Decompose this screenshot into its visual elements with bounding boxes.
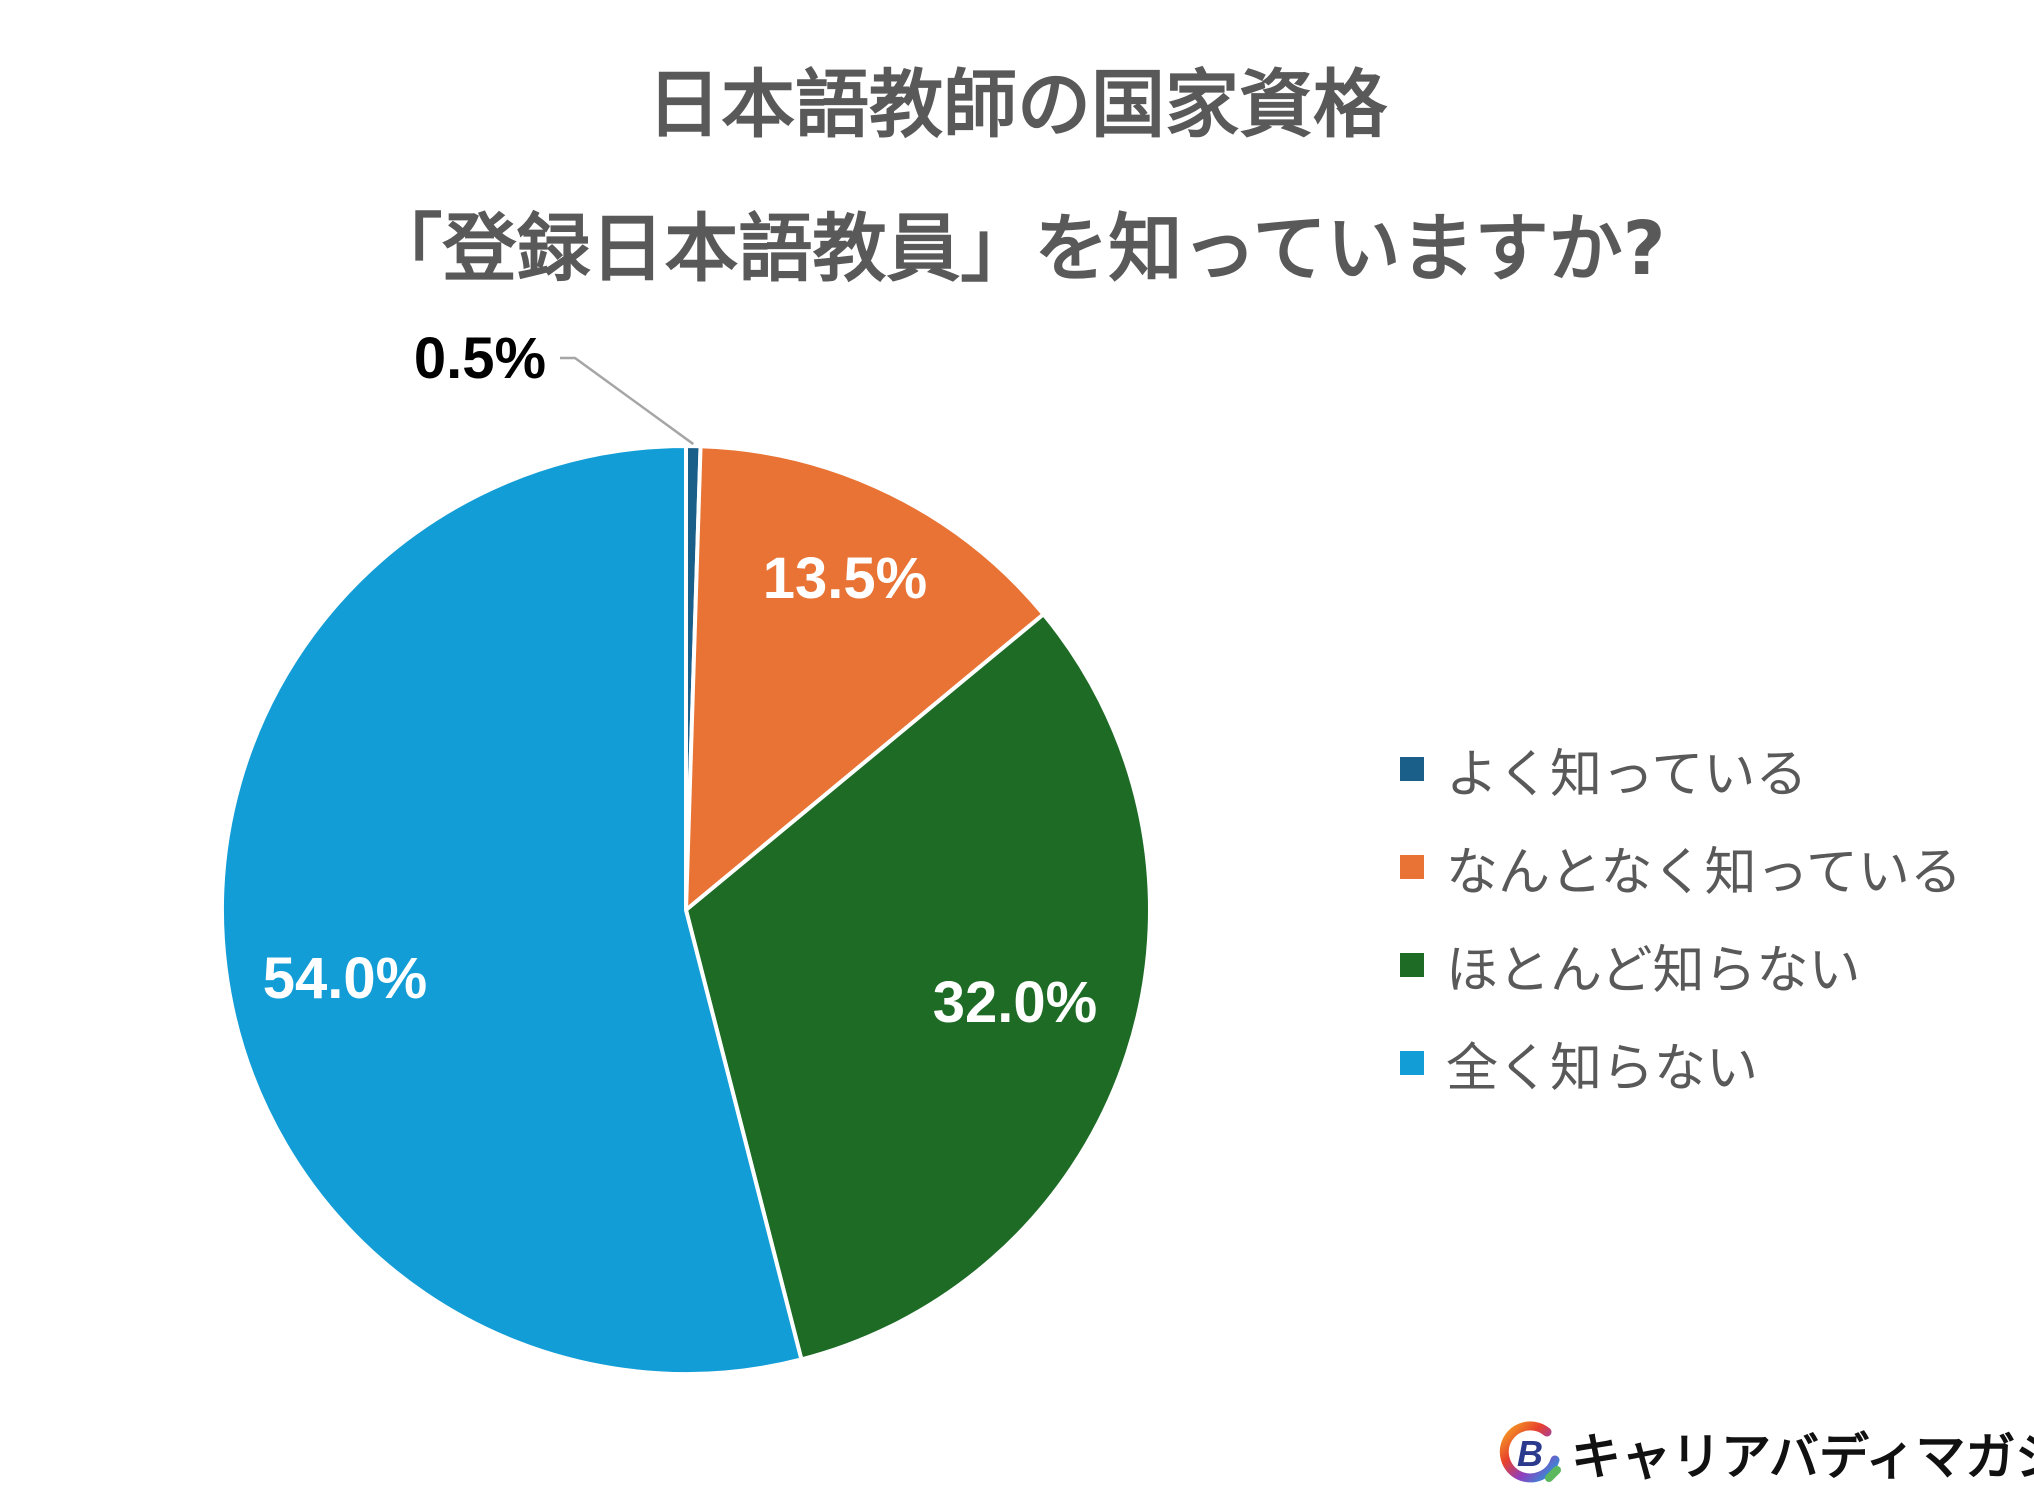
- legend-item: ほとんど知らない: [1400, 916, 1962, 1014]
- legend-item: よく知っている: [1400, 720, 1962, 818]
- legend-label: 全く知らない: [1446, 1038, 1759, 1099]
- legend-swatch: [1400, 953, 1424, 977]
- pie-slice: [684, 444, 1046, 912]
- legend-swatch: [1400, 1051, 1424, 1075]
- logo-letter: B: [1517, 1433, 1543, 1474]
- legend-item: 全く知らない: [1400, 1014, 1962, 1112]
- brand-logo: B キャリアバディマガジン: [1497, 1418, 2034, 1488]
- legend-label: ほとんど知らない: [1446, 940, 1861, 1001]
- chart-title-line-2: 「登録日本語教員」を知っていますか?: [368, 206, 1666, 292]
- legend-swatch: [1400, 757, 1424, 781]
- leader-line: [560, 356, 695, 446]
- brand-name: キャリアバディマガジン: [1571, 1428, 2034, 1486]
- data-label: 54.0%: [263, 946, 427, 1011]
- chart-legend: よく知っている なんとなく知っている ほとんど知らない 全く知らない: [1400, 720, 1962, 1112]
- data-label: 32.0%: [933, 970, 1097, 1035]
- data-label: 0.5%: [414, 326, 546, 391]
- pie-slice: [684, 612, 1152, 1362]
- chart-title-line-1: 日本語教師の国家資格: [647, 62, 1387, 148]
- data-label: 13.5%: [763, 546, 927, 611]
- legend-item: なんとなく知っている: [1400, 818, 1962, 916]
- legend-swatch: [1400, 855, 1424, 879]
- pie-slice: [220, 444, 804, 1376]
- legend-label: なんとなく知っている: [1446, 842, 1962, 903]
- legend-label: よく知っている: [1446, 744, 1808, 805]
- career-buddy-logo-icon: B: [1499, 1421, 1561, 1483]
